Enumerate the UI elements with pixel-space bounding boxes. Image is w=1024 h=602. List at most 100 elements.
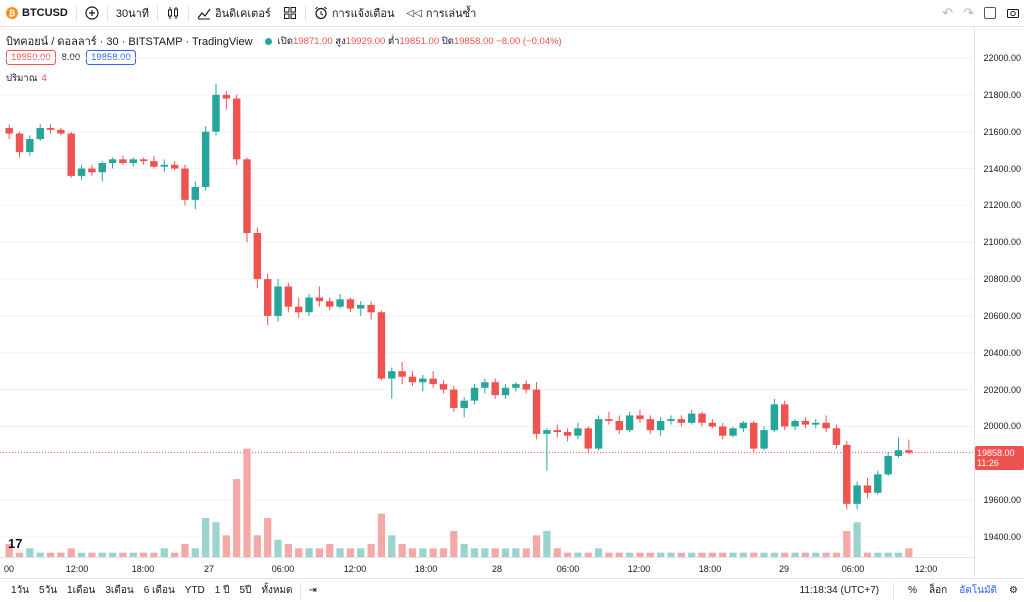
log-toggle[interactable]: ล็อก [929, 585, 948, 596]
volume-bar [626, 552, 634, 557]
candle-body [26, 139, 34, 152]
range-button[interactable]: 1วัน [11, 585, 30, 596]
volume-bar [377, 513, 386, 557]
close-label: ปิด [441, 35, 454, 47]
candle-body [263, 279, 272, 316]
tradingview-logo[interactable]: 17 [8, 536, 23, 551]
layouts-button[interactable] [277, 0, 303, 26]
redo-icon[interactable]: ↷ [963, 5, 974, 20]
price-tick: 21200.00 [983, 200, 1021, 211]
interval-button[interactable]: 30นาที [110, 0, 155, 26]
volume-bar [108, 552, 117, 557]
volume-bar [874, 552, 882, 557]
candle-body [812, 422, 820, 425]
volume-bar [26, 548, 34, 557]
candle-body [687, 413, 696, 423]
volume-bar [202, 518, 210, 557]
candle-body [543, 430, 551, 434]
candle-body [667, 419, 675, 421]
clock[interactable]: 11:18:34 (UTC+7) [799, 585, 880, 596]
replay-button[interactable]: ◁◁ การเล่นซ้ำ [401, 0, 483, 26]
candle-body [408, 376, 417, 383]
auto-toggle[interactable]: อัตโนมัติ [959, 585, 998, 596]
indicators-button[interactable]: อินดิเคเตอร์ [191, 0, 277, 26]
price-axis[interactable]: 22000.00 21800.00 21600.00 21400.00 21200.00… [974, 26, 1024, 577]
range-button[interactable]: 5ปี [239, 585, 252, 596]
time-tick: 12:00 [914, 564, 938, 574]
range-button[interactable]: 5วัน [39, 585, 58, 596]
bitcoin-icon: ₿ [6, 7, 18, 19]
candle-body [5, 128, 13, 134]
volume-bar [677, 552, 685, 557]
volume-bar [419, 548, 427, 557]
volume-bar [36, 552, 44, 557]
bottom-right: 11:18:34 (UTC+7) % ล็อก อัตโนมัติ ⚙ [800, 579, 1018, 602]
candle-body [377, 312, 386, 379]
volume-bar [657, 552, 665, 557]
range-button[interactable]: 1 ปี [214, 585, 230, 596]
volume-bar [688, 552, 696, 557]
toolbar-right: ↶ ↷ [942, 0, 1020, 26]
candle-body [843, 444, 851, 504]
volume-bar [150, 552, 158, 557]
volume-bar [532, 535, 541, 557]
candle-body [150, 161, 158, 167]
volume-bar [243, 448, 251, 557]
volume-bar [139, 552, 148, 557]
range-button[interactable]: YTD [184, 585, 205, 596]
alerts-button[interactable]: การแจ้งเตือน [308, 0, 401, 26]
open-value: 19871.00 [293, 35, 333, 47]
candle-body [532, 389, 541, 434]
candle-body [718, 426, 727, 436]
range-button[interactable]: 6 เดือน [143, 585, 175, 596]
camera-icon[interactable] [1006, 6, 1020, 20]
volume-bar [646, 552, 654, 557]
range-button[interactable]: 3เดือน [105, 585, 134, 596]
volume-bar [408, 548, 417, 557]
settings-icon[interactable]: ⚙ [1009, 585, 1018, 596]
candle-body [884, 455, 892, 475]
range-button[interactable]: ทั้งหมด [261, 585, 293, 596]
open-label: เปิด [277, 35, 293, 47]
candle-body [119, 159, 127, 164]
percent-toggle[interactable]: % [908, 585, 918, 596]
compare-button[interactable] [79, 0, 105, 26]
time-axis[interactable]: 00 12:00 18:00 27 06:00 12:00 18:00 28 06:00 12:0… [0, 557, 974, 578]
candle-body [274, 286, 282, 316]
candle-body [243, 159, 251, 234]
chart-type-button[interactable] [160, 0, 186, 26]
volume-bar [584, 552, 592, 557]
candle-body [170, 164, 179, 169]
undo-icon[interactable]: ↶ [942, 5, 954, 20]
candle-body [294, 306, 303, 313]
candle-body [191, 186, 200, 200]
volume-bar [253, 535, 261, 557]
series-title[interactable]: บิทคอยน์ / ดอลลาร์ · 30 · BITSTAMP · Tra… [6, 36, 253, 48]
grid-icon [283, 7, 296, 19]
candle-body [905, 450, 913, 453]
price-chart[interactable] [0, 0, 974, 557]
fullscreen-icon[interactable] [984, 7, 996, 19]
volume-bar [470, 548, 479, 557]
volume-label[interactable]: ปริมาณ [6, 73, 38, 84]
volume-bar [357, 548, 365, 557]
candle-body [108, 159, 117, 164]
candle-body [646, 419, 655, 431]
volume-bar [315, 548, 324, 557]
range-button[interactable]: 1เดือน [67, 585, 96, 596]
volume-bar [160, 548, 168, 557]
volume-bar [98, 552, 106, 557]
price-tick: 20800.00 [983, 274, 1021, 285]
time-tick: 12:00 [65, 564, 89, 574]
volume-legend: ปริมาณ 4 [6, 71, 47, 86]
symbol-selector[interactable]: ₿ BTCUSD [0, 0, 74, 26]
volume-bar [719, 552, 727, 557]
volume-bar [843, 531, 851, 557]
candle-body [656, 420, 665, 431]
volume-bar [698, 552, 706, 557]
divider [893, 582, 895, 599]
divider [299, 582, 301, 599]
candle-body [677, 419, 686, 423]
goto-date-icon[interactable]: ⇥ [308, 585, 317, 596]
last-price: 19858.00 [977, 448, 1015, 458]
